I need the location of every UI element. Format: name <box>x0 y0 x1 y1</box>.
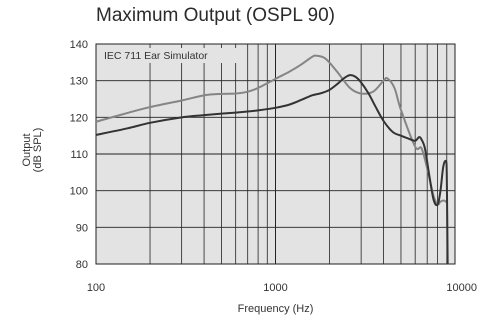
series-lines <box>95 54 449 265</box>
x-tick-label: 100 <box>87 282 105 294</box>
series-line-1 <box>95 54 448 206</box>
y-tick-label: 90 <box>76 222 88 234</box>
y-tick-label: 130 <box>70 76 88 88</box>
annotation-label: IEC 711 Ear Simulator <box>104 50 208 62</box>
x-axis-label: Frequency (Hz) <box>237 303 314 315</box>
y-tick-label: 120 <box>70 112 88 124</box>
gridlines <box>95 43 456 265</box>
x-tick-label: 10000 <box>446 282 477 294</box>
tick-labels: 80 90 100 110 120 130 140 100 1000 10000 <box>70 39 477 294</box>
series-line-2 <box>95 74 449 265</box>
y-axis-label-line-2: (dB SPL) <box>32 127 44 173</box>
annotation-background <box>100 48 238 63</box>
y-tick-label: 80 <box>76 259 88 271</box>
chart-title: Maximum Output (OSPL 90) <box>96 5 335 26</box>
y-axis-label: Output (dB SPL) <box>21 127 44 173</box>
x-tick-label: 1000 <box>263 282 287 294</box>
y-tick-label: 140 <box>70 39 88 51</box>
annotation-box: IEC 711 Ear Simulator <box>100 48 238 63</box>
y-tick-label: 100 <box>70 186 88 198</box>
y-tick-label: 110 <box>70 149 88 161</box>
